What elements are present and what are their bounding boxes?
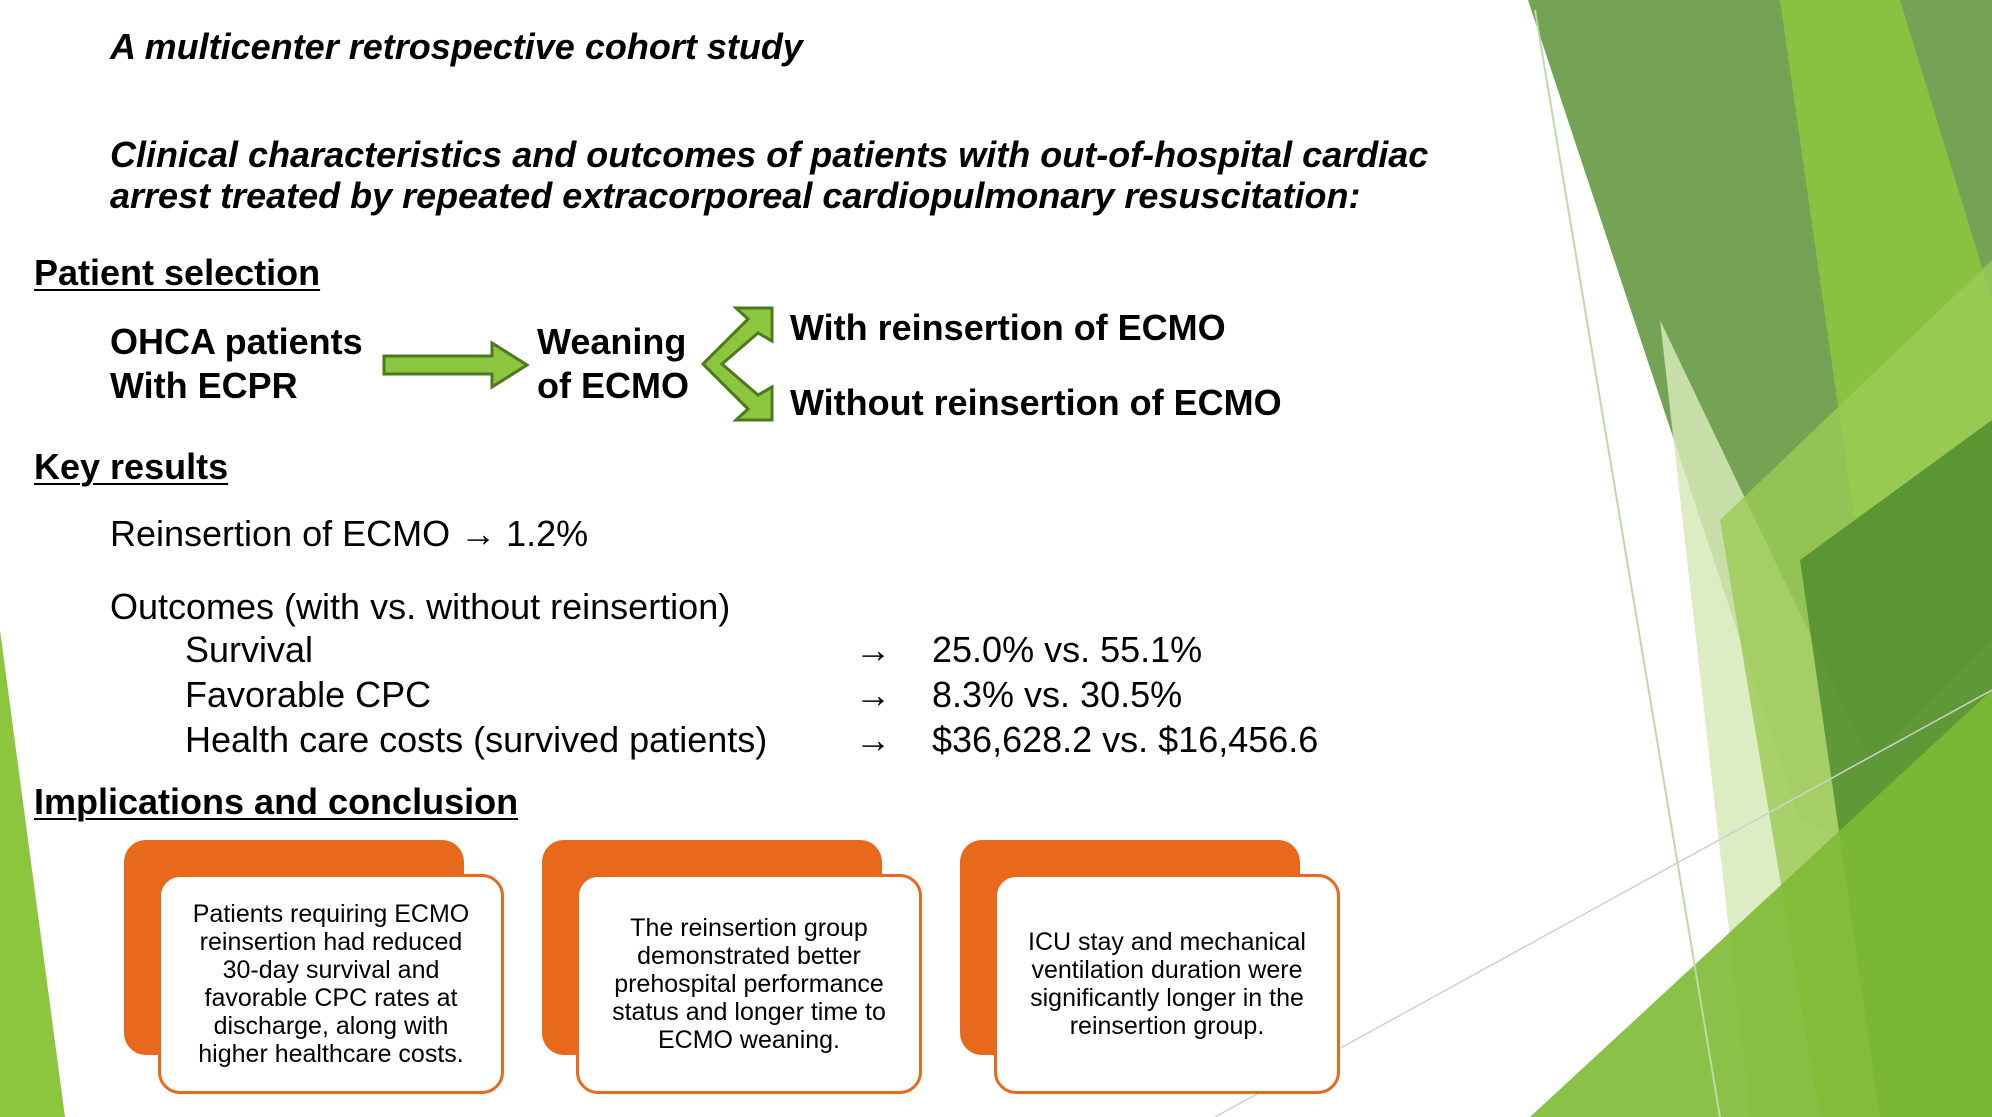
- study-subtitle: A multicenter retrospective cohort study: [110, 26, 803, 67]
- deco-thin-line-2: [1214, 689, 1992, 1117]
- outcome-label-survival: Survival: [185, 629, 314, 670]
- outcome-arrow-cpc: →: [855, 674, 891, 715]
- flow-middle-line-1: Weaning: [537, 321, 687, 362]
- deco-thin-line-1: [1534, 9, 1721, 1117]
- patient-selection-heading: Patient selection: [34, 252, 321, 293]
- implications-heading: Implications and conclusion: [34, 781, 519, 822]
- flow-start-box: OHCA patients With ECPR: [110, 320, 363, 408]
- flow-start-line-2: With ECPR: [110, 365, 298, 406]
- outcome-label-costs: Health care costs (survived patients): [185, 719, 768, 760]
- outcome-arrow-survival: →: [855, 629, 891, 670]
- key-results-heading: Key results: [34, 446, 229, 487]
- branch-with-reinsertion: With reinsertion of ECMO: [790, 307, 1226, 348]
- flow-start-line-1: OHCA patients: [110, 321, 363, 362]
- implication-card-2: The reinsertion group demonstrated bette…: [576, 874, 922, 1094]
- implication-card-3-text: ICU stay and mechanical ventilation dura…: [1028, 928, 1306, 1040]
- outcome-value-survival: 25.0% vs. 55.1%: [932, 629, 1203, 670]
- implication-card-2-text: The reinsertion group demonstrated bette…: [612, 914, 886, 1054]
- reinsertion-rate: Reinsertion of ECMO → 1.2%: [110, 513, 589, 554]
- outcome-value-costs: $36,628.2 vs. $16,456.6: [932, 719, 1319, 760]
- flow-middle-line-2: of ECMO: [537, 365, 689, 406]
- study-title-line-2: arrest treated by repeated extracorporea…: [110, 175, 1361, 216]
- implication-card-3: ICU stay and mechanical ventilation dura…: [994, 874, 1340, 1094]
- flow-middle-box: Weaning of ECMO: [537, 320, 689, 408]
- outcome-arrow-costs: →: [855, 719, 891, 760]
- branch-without-reinsertion: Without reinsertion of ECMO: [790, 382, 1282, 423]
- flow-right-arrow: [382, 340, 530, 390]
- study-title-line-1: Clinical characteristics and outcomes of…: [110, 134, 1429, 175]
- flow-branch-chevron: [700, 306, 774, 422]
- outcome-label-cpc: Favorable CPC: [185, 674, 432, 715]
- implication-card-1: Patients requiring ECMO reinsertion had …: [158, 874, 504, 1094]
- deco-bottom-right-green: [1530, 690, 1992, 1117]
- outcome-value-cpc: 8.3% vs. 30.5%: [932, 674, 1183, 715]
- outcomes-heading: Outcomes (with vs. without reinsertion): [110, 586, 731, 627]
- implication-card-1-text: Patients requiring ECMO reinsertion had …: [192, 900, 470, 1068]
- deco-left-green-strip: [0, 630, 65, 1117]
